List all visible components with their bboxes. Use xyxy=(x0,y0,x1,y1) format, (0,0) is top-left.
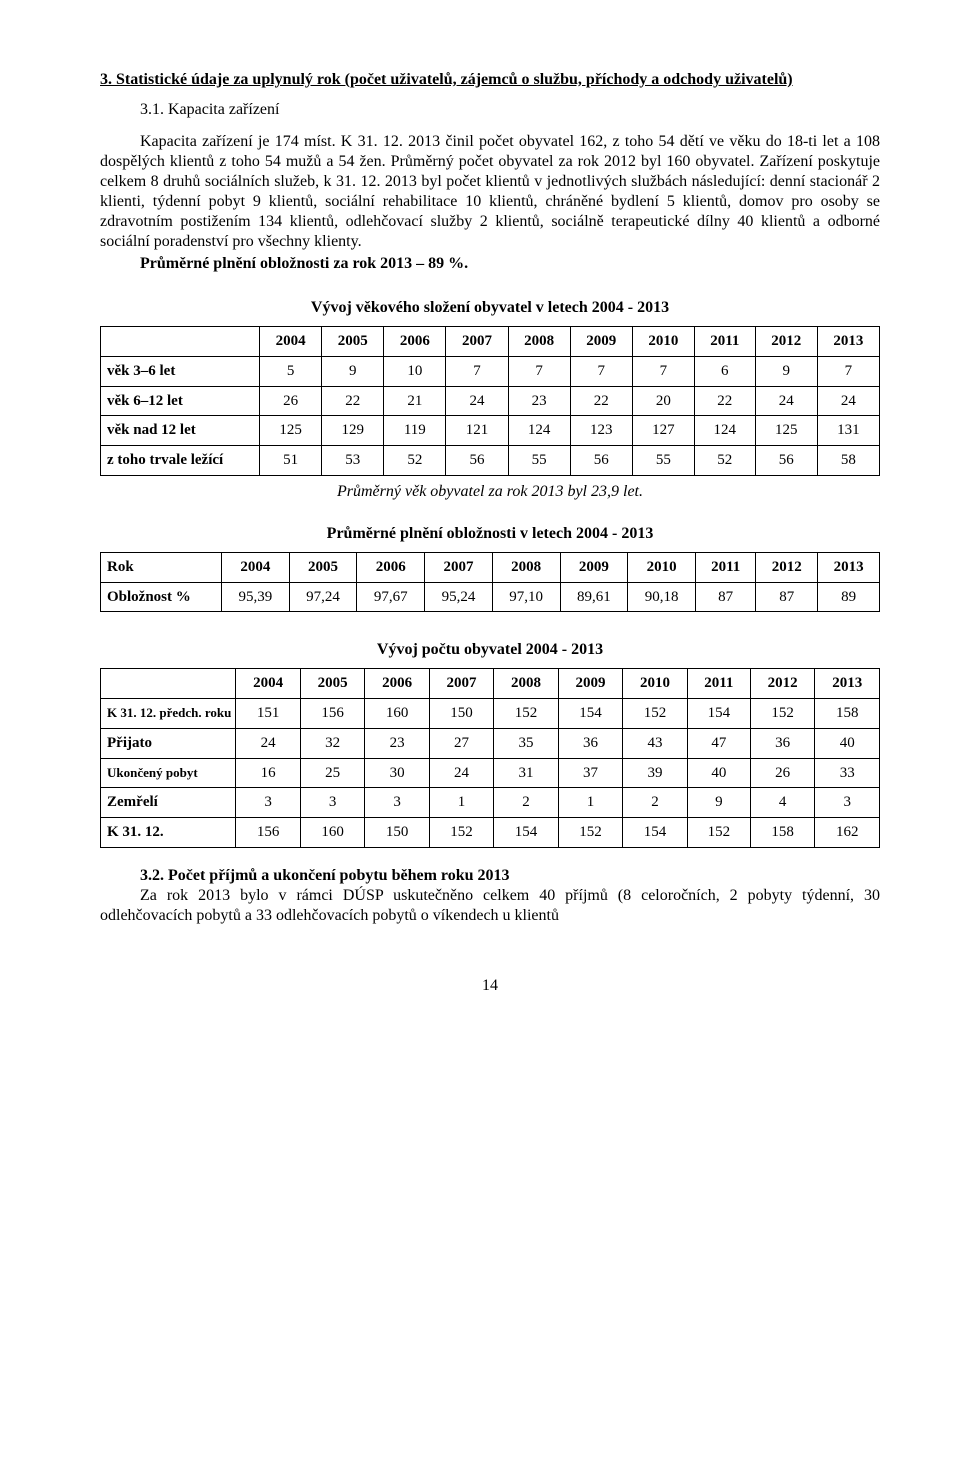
section-3-2-heading: 3.2. Počet příjmů a ukončení pobytu běhe… xyxy=(140,867,510,884)
intake-paragraph: Za rok 2013 bylo v rámci DÚSP uskutečněn… xyxy=(100,886,880,926)
table-row: z toho trvale ležící 5153525655565552565… xyxy=(101,446,880,476)
table-row: Rok 200420052006200720082009201020112012… xyxy=(101,552,880,582)
age-table-header-row: 2004200520062007200820092010201120122013 xyxy=(101,327,880,357)
count-table: 2004200520062007200820092010201120122013… xyxy=(100,668,880,848)
table-row: věk nad 12 let 1251291191211241231271241… xyxy=(101,416,880,446)
page-number: 14 xyxy=(100,976,880,996)
capacity-paragraph: Kapacita zařízení je 174 míst. K 31. 12.… xyxy=(100,132,880,252)
occupancy-table-title: Průměrné plnění obložnosti v letech 2004… xyxy=(100,524,880,544)
table-row: věk 3–6 let 59107777697 xyxy=(101,356,880,386)
section-3-1-heading: 3.1. Kapacita zařízení xyxy=(140,100,880,120)
table-row: věk 6–12 let 26222124232220222424 xyxy=(101,386,880,416)
age-table-title: Vývoj věkového složení obyvatel v letech… xyxy=(100,298,880,318)
avg-occupancy-line: Průměrné plnění obložnosti za rok 2013 –… xyxy=(100,254,880,274)
occupancy-table: Rok 200420052006200720082009201020112012… xyxy=(100,552,880,613)
table-row: K 31. 12. 156160150152154152154152158162 xyxy=(101,818,880,848)
count-table-header-row: 2004200520062007200820092010201120122013 xyxy=(101,669,880,699)
section-3-heading: 3. Statistické údaje za uplynulý rok (po… xyxy=(100,70,880,90)
count-table-title: Vývoj počtu obyvatel 2004 - 2013 xyxy=(100,640,880,660)
table-row: K 31. 12. předch. roku 15115616015015215… xyxy=(101,699,880,729)
age-table-footer: Průměrný věk obyvatel za rok 2013 byl 23… xyxy=(100,482,880,502)
age-composition-table: 2004200520062007200820092010201120122013… xyxy=(100,326,880,476)
table-row: Zemřelí 3331212943 xyxy=(101,788,880,818)
table-row: Přijato 24322327353643473640 xyxy=(101,728,880,758)
table-row: Obložnost % 95,3997,2497,6795,2497,1089,… xyxy=(101,582,880,612)
table-row: Ukončený pobyt 16253024313739402633 xyxy=(101,758,880,788)
